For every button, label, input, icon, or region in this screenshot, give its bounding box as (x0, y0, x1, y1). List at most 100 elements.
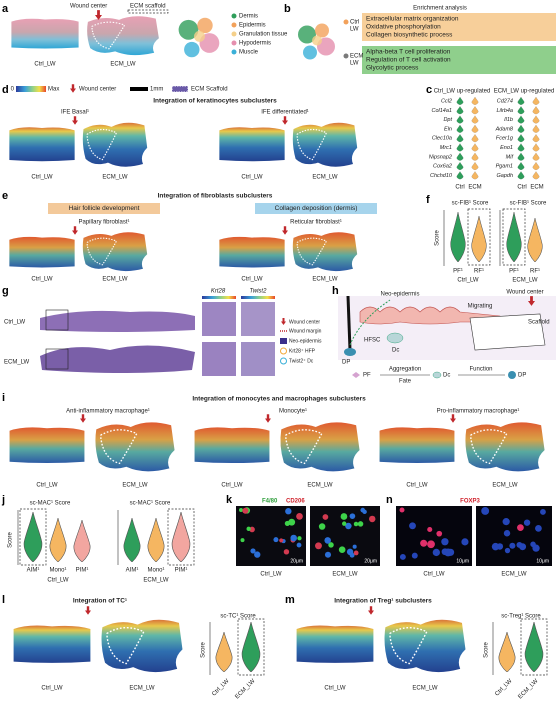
colorbar (16, 86, 46, 92)
violin (506, 212, 522, 262)
group-label: AIM¹ (126, 568, 139, 574)
sample-label: ECM_LW (129, 686, 155, 692)
arrow (368, 606, 374, 615)
shape (280, 357, 287, 365)
spatial-map (219, 236, 285, 268)
violin (73, 520, 91, 562)
cells (239, 507, 376, 558)
gene: Mif (506, 154, 514, 160)
violin (517, 143, 525, 152)
cell (523, 519, 531, 526)
violin (498, 632, 516, 672)
annotation: Migrating (468, 304, 493, 310)
gene: Il1b (504, 117, 513, 123)
score-title: sc-MAC¹ Score (130, 501, 171, 507)
term: Oxidative phosphorylation (366, 24, 441, 31)
cell (353, 550, 359, 556)
violin (532, 97, 540, 105)
group-label: Mono¹ (147, 568, 164, 574)
violin (456, 152, 464, 161)
map-title: Pro-inflammatory macrophage¹ (437, 409, 520, 415)
annotation: PF (363, 373, 371, 379)
term-box (362, 46, 556, 74)
group-label: RF¹ (474, 269, 484, 275)
group-label: PIM¹ (175, 568, 188, 574)
shape (281, 318, 286, 325)
sample-label: ECM_LW (501, 572, 527, 578)
term: Collagen biosynthetic process (366, 32, 453, 39)
cell (322, 514, 329, 520)
group-label: Ctrl (455, 185, 464, 191)
tissue-map (86, 15, 160, 56)
arrow (80, 414, 86, 423)
cell (285, 508, 292, 515)
gene: Cox6a2 (433, 164, 452, 170)
violin (171, 512, 191, 562)
sample-label: Ctrl_LW (34, 62, 56, 68)
arrow (72, 116, 78, 125)
spatial-map (194, 427, 270, 464)
term: Collagen deposition (dermis) (275, 205, 358, 212)
group-label: ECM (350, 54, 363, 60)
score-title: sc-FIB¹ Score (510, 201, 547, 207)
cell (324, 537, 331, 544)
cell (420, 539, 428, 547)
sample-label: Ctrl_LW (41, 686, 63, 692)
cell (290, 534, 298, 542)
spatial-map (9, 127, 75, 162)
annotation: Function (469, 367, 492, 373)
violin (456, 97, 464, 105)
sample-label: ECM_LW (307, 483, 333, 489)
sample-label: ECM_LW (512, 278, 538, 284)
cell (535, 525, 542, 532)
sample-label: Ctrl_LW (31, 277, 53, 283)
panel-label: i (2, 392, 5, 404)
cell (481, 507, 490, 515)
annotation: Fate (399, 379, 412, 385)
cell (349, 552, 355, 558)
map-title: Monocyte¹ (279, 409, 307, 415)
legend: Dermis Epidermis Granulation tissue Hypo… (231, 13, 288, 56)
term: Extracellular matrix organization (366, 16, 459, 23)
sample-label: Ctrl_LW (457, 278, 479, 284)
cell (509, 542, 516, 549)
gene-title: Twist2 (250, 289, 268, 295)
cell (409, 522, 416, 530)
violin (517, 115, 525, 124)
dot (343, 19, 349, 25)
y-label: Score (435, 230, 441, 246)
map-title: IFE Basal¹ (61, 110, 89, 116)
term-box (48, 203, 160, 214)
panel-label: g (2, 285, 9, 297)
sample-label: ECM_LW (312, 175, 338, 181)
violin (517, 171, 525, 180)
arrow (282, 226, 288, 235)
cell (436, 530, 443, 537)
title: Integration of keratinocytes subclusters (153, 98, 277, 105)
term-box (362, 13, 556, 41)
scale-bar (130, 87, 148, 91)
lineage (349, 299, 391, 346)
tissue-image (40, 310, 195, 332)
panel-label: l (2, 594, 5, 606)
legend-entry: Wound center (289, 319, 320, 325)
term: Glycolytic process (366, 65, 419, 72)
group-label: Mono¹ (49, 568, 66, 574)
sample-label: Ctrl_LW (241, 277, 263, 283)
arrow (72, 226, 78, 235)
zoom-image (202, 302, 236, 336)
dp-icon (508, 371, 516, 379)
cell (441, 538, 449, 546)
gene: Adam8 (495, 126, 514, 132)
zoom-box (45, 348, 69, 370)
cell (342, 521, 347, 526)
title: Integration of fibroblasts subclusters (158, 193, 273, 200)
spatial-map (383, 618, 467, 673)
sample-label: Ctrl_LW (260, 572, 282, 578)
violin (471, 143, 479, 152)
cell (427, 540, 435, 549)
dc-cluster (386, 332, 404, 344)
spatial-map (292, 122, 358, 168)
highlight (502, 208, 526, 266)
